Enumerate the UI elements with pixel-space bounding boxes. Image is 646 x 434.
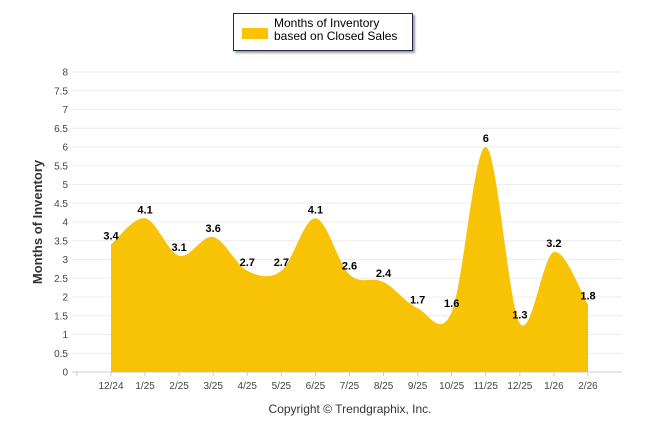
- y-tick-label: 6.5: [54, 124, 68, 135]
- data-label: 6: [483, 133, 489, 145]
- x-tick-label: 10/25: [439, 381, 464, 392]
- data-label: 2.7: [240, 257, 255, 269]
- y-tick-label: 3: [62, 255, 68, 266]
- y-tick-label: 2: [62, 293, 68, 304]
- data-label: 1.6: [444, 298, 459, 310]
- x-tick-label: 7/25: [340, 381, 360, 392]
- y-tick-label: 5: [62, 180, 68, 191]
- y-tick-label: 6: [62, 143, 68, 154]
- y-tick-label: 0.5: [54, 349, 68, 360]
- legend: Months of Inventory based on Closed Sale…: [233, 13, 413, 51]
- y-tick-label: 1.5: [54, 311, 68, 322]
- x-tick-label: 12/25: [507, 381, 532, 392]
- data-label: 1.3: [512, 309, 527, 321]
- x-tick-label: 1/26: [544, 381, 564, 392]
- x-tick-label: 9/25: [408, 381, 428, 392]
- x-tick-label: 12/24: [98, 381, 123, 392]
- data-label: 1.8: [580, 291, 595, 303]
- x-tick-label: 2/26: [578, 381, 598, 392]
- y-tick-label: 5.5: [54, 161, 68, 172]
- data-label: 3.4: [103, 231, 119, 243]
- y-tick-label: 4: [62, 218, 68, 229]
- y-axis-title: Months of Inventory: [30, 159, 45, 284]
- x-tick-label: 3/25: [203, 381, 223, 392]
- y-tick-label: 8: [62, 68, 68, 79]
- x-tick-label: 6/25: [306, 381, 326, 392]
- copyright: Copyright © Trendgraphix, Inc.: [269, 402, 432, 416]
- x-tick-label: 5/25: [272, 381, 292, 392]
- y-tick-label: 2.5: [54, 274, 68, 285]
- data-label: 3.6: [206, 223, 221, 235]
- area-series: [111, 146, 588, 372]
- x-tick-label: 8/25: [374, 381, 394, 392]
- y-tick-label: 0: [62, 368, 68, 379]
- y-tick-label: 4.5: [54, 199, 68, 210]
- y-tick-label: 7.5: [54, 86, 68, 97]
- y-tick-label: 3.5: [54, 236, 68, 247]
- x-tick-label: 4/25: [238, 381, 258, 392]
- data-label: 2.6: [342, 261, 357, 273]
- x-tick-label: 1/25: [135, 381, 155, 392]
- data-label: 3.2: [546, 238, 561, 250]
- data-label: 1.7: [410, 294, 425, 306]
- y-tick-label: 7: [62, 105, 68, 116]
- data-label: 4.1: [308, 204, 323, 216]
- legend-label: Months of Inventory based on Closed Sale…: [274, 16, 398, 43]
- data-label: 2.4: [376, 268, 392, 280]
- x-tick-label: 2/25: [169, 381, 189, 392]
- data-label: 4.1: [137, 204, 152, 216]
- x-tick-label: 11/25: [474, 381, 499, 392]
- data-label: 2.7: [274, 257, 289, 269]
- y-tick-label: 1: [62, 330, 68, 341]
- legend-swatch: [242, 28, 268, 39]
- data-label: 3.1: [171, 242, 186, 254]
